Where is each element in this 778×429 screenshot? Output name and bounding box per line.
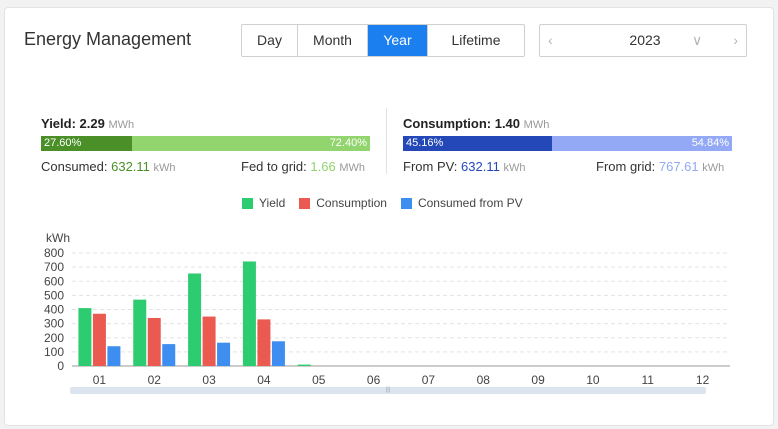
yield-consumed-segment: 27.60% — [41, 136, 132, 151]
from-pv-value: 632.11 — [461, 159, 500, 174]
from-pv-label: From PV: — [403, 159, 458, 174]
consumption-grid-segment: 54.84% — [551, 136, 732, 151]
yield-label: Yield: — [41, 116, 76, 131]
fed-unit: MWh — [339, 162, 365, 174]
yield-consumed: Consumed: 632.11 kWh — [41, 159, 176, 174]
tab-lifetime[interactable]: Lifetime — [428, 25, 524, 56]
legend-label-pv[interactable]: Consumed from PV — [417, 196, 523, 210]
consumption-split-bar: 45.16% 54.84% — [403, 136, 732, 151]
tab-month[interactable]: Month — [298, 25, 368, 56]
consumption-label: Consumption: — [403, 116, 492, 131]
tab-year[interactable]: Year — [368, 25, 428, 56]
yield-fed-to-grid: Fed to grid: 1.66 MWh — [241, 159, 365, 174]
energy-management-card — [4, 7, 774, 426]
yield-value: 2.29 — [79, 116, 105, 131]
yield-summary: Yield: 2.29 MWh — [41, 116, 134, 131]
fed-label: Fed to grid: — [241, 159, 307, 174]
consumption-value: 1.40 — [494, 116, 521, 131]
legend-label-yield[interactable]: Yield — [259, 196, 286, 210]
legend-label-consumption[interactable]: Consumption — [316, 196, 387, 210]
yield-unit: MWh — [108, 119, 135, 131]
legend-swatch-pv — [400, 197, 412, 209]
yield-fed-segment: 72.40% — [131, 136, 370, 151]
consumption-from-grid: From grid: 767.61 kWh — [596, 159, 724, 174]
consumption-summary: Consumption: 1.40 MWh — [403, 116, 549, 131]
scroll-handle-icon[interactable]: ||| — [385, 387, 391, 393]
period-tabs: Day Month Year Lifetime — [241, 24, 525, 57]
consumption-from-pv: From PV: 632.11 kWh — [403, 159, 525, 174]
chart-legend: Yield Consumption Consumed from PV — [242, 196, 523, 210]
legend-swatch-consumption — [299, 197, 311, 209]
from-pv-unit: kWh — [503, 162, 526, 174]
from-grid-label: From grid: — [596, 159, 656, 174]
chevron-left-icon[interactable]: ‹ — [548, 32, 553, 48]
consumed-value: 632.11 — [111, 159, 150, 174]
consumed-label: Consumed: — [41, 159, 108, 174]
yield-split-bar: 27.60% 72.40% — [41, 136, 370, 151]
year-picker: ‹ 2023 ∨ › — [539, 24, 747, 57]
chart-scrollbar[interactable]: ||| — [70, 387, 706, 394]
page-title: Energy Management — [24, 29, 192, 49]
consumption-unit: MWh — [523, 119, 550, 131]
legend-swatch-yield — [242, 197, 253, 209]
from-grid-unit: kWh — [702, 162, 725, 174]
chevron-right-icon[interactable]: › — [733, 32, 738, 48]
tab-day[interactable]: Day — [242, 25, 298, 56]
consumption-pv-segment: 45.16% — [403, 136, 552, 151]
fed-value: 1.66 — [310, 159, 336, 174]
chevron-down-icon[interactable]: ∨ — [692, 32, 703, 48]
divider — [386, 108, 387, 174]
year-value[interactable]: 2023 — [629, 32, 661, 48]
consumed-unit: kWh — [153, 162, 176, 174]
from-grid-value: 767.61 — [658, 159, 699, 174]
